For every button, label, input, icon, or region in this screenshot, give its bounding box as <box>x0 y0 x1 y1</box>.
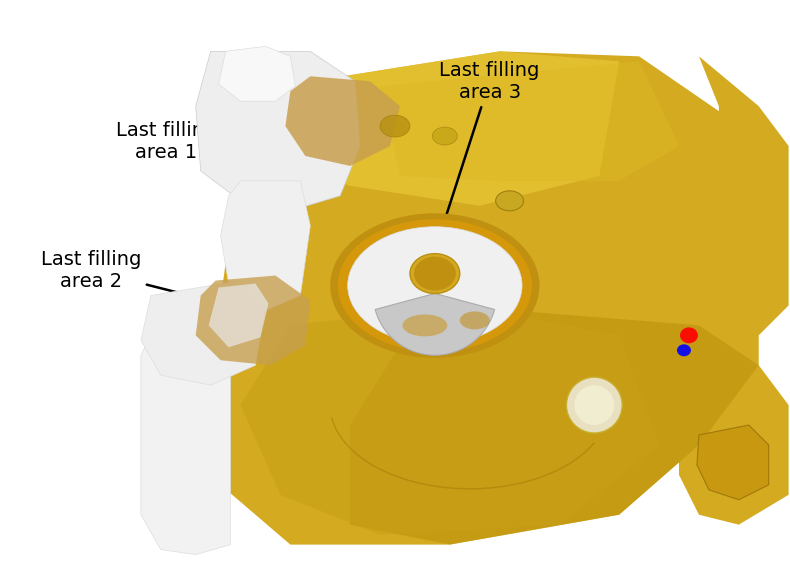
Polygon shape <box>285 76 400 166</box>
Ellipse shape <box>410 254 460 293</box>
Polygon shape <box>220 181 310 310</box>
Ellipse shape <box>680 327 698 343</box>
Polygon shape <box>196 51 360 211</box>
Text: Last filling
area 2: Last filling area 2 <box>41 250 243 311</box>
Polygon shape <box>699 56 788 335</box>
Text: Last filling
area 1: Last filling area 1 <box>115 120 344 173</box>
Polygon shape <box>196 275 310 365</box>
Ellipse shape <box>677 345 691 356</box>
Ellipse shape <box>330 213 540 358</box>
Polygon shape <box>697 425 769 500</box>
Polygon shape <box>380 62 679 181</box>
Polygon shape <box>141 315 231 555</box>
Polygon shape <box>240 306 659 535</box>
Polygon shape <box>350 306 758 544</box>
Ellipse shape <box>380 115 410 137</box>
Circle shape <box>566 377 623 433</box>
Polygon shape <box>679 365 788 525</box>
Ellipse shape <box>432 127 457 145</box>
Wedge shape <box>375 293 495 355</box>
Ellipse shape <box>402 314 447 336</box>
Polygon shape <box>219 46 295 101</box>
Polygon shape <box>209 284 269 347</box>
Polygon shape <box>211 51 758 544</box>
Ellipse shape <box>348 227 522 345</box>
Text: Last filling
area 3: Last filling area 3 <box>435 61 540 245</box>
Ellipse shape <box>460 311 490 329</box>
Circle shape <box>574 385 615 425</box>
Ellipse shape <box>495 191 524 211</box>
Ellipse shape <box>337 219 532 352</box>
Polygon shape <box>261 51 619 206</box>
Ellipse shape <box>414 257 456 290</box>
Polygon shape <box>141 281 265 385</box>
